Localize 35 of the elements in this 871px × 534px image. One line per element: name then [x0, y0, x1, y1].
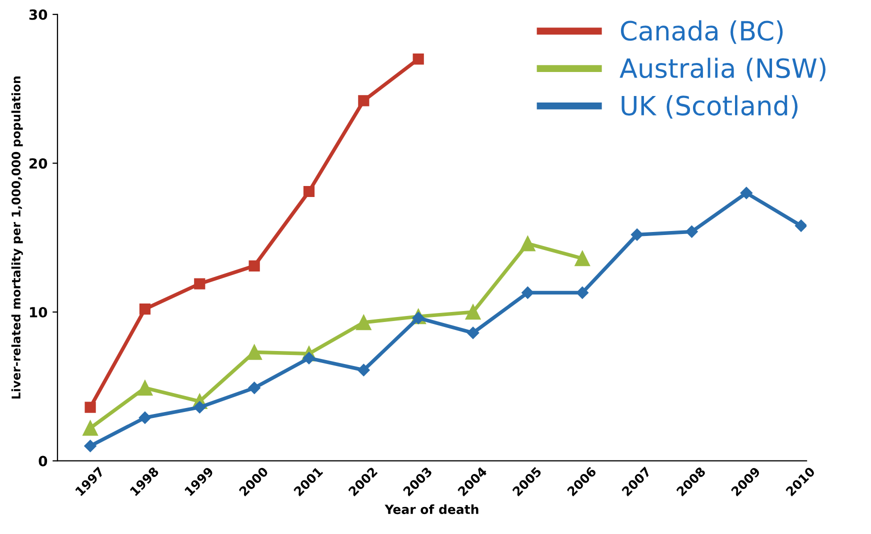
y-tick-label: 10 — [30, 307, 48, 318]
point — [522, 286, 534, 299]
point — [520, 236, 536, 252]
y-tick-label: 20 — [30, 158, 48, 169]
y-axis-title: Liver-related mortality per 1,000,000 population — [11, 76, 23, 399]
point — [248, 260, 260, 272]
point — [466, 326, 480, 339]
legend-label: Canada (BC) — [620, 20, 783, 44]
point — [576, 286, 588, 299]
point — [574, 250, 590, 266]
point — [82, 420, 98, 436]
point — [740, 186, 752, 200]
point — [137, 380, 153, 396]
point — [465, 304, 481, 320]
x-axis-title: Year of death — [384, 504, 478, 514]
point — [358, 364, 370, 376]
y-tick-label: 0 — [38, 456, 48, 466]
point — [194, 278, 206, 290]
point — [794, 220, 807, 232]
point — [138, 412, 152, 424]
point — [412, 54, 424, 65]
y-tick-label: 30 — [29, 9, 48, 20]
legend-label: UK (Scotland) — [622, 95, 798, 119]
point — [303, 186, 315, 198]
point — [139, 304, 151, 315]
point — [686, 226, 698, 238]
point — [246, 344, 262, 360]
legend-label: Australia (NSW) — [620, 58, 826, 82]
point — [84, 402, 96, 413]
point — [84, 440, 96, 452]
point — [248, 382, 260, 394]
point — [358, 95, 370, 106]
point — [356, 314, 372, 330]
point — [194, 401, 206, 414]
point — [630, 228, 644, 241]
